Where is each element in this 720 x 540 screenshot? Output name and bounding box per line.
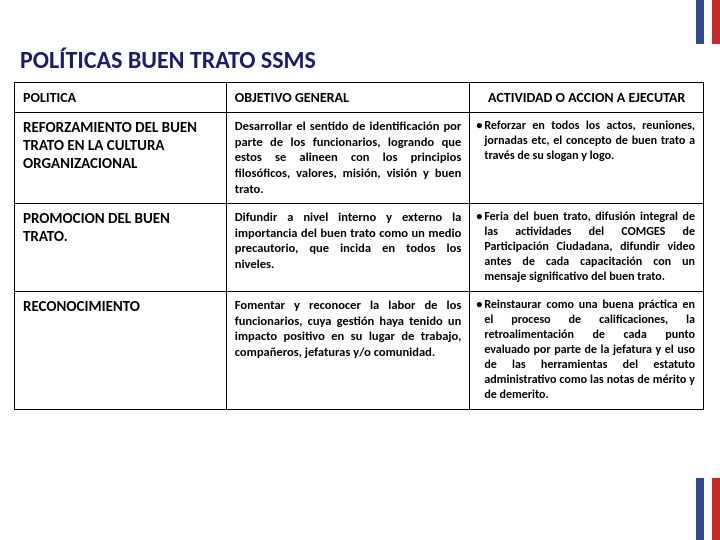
cell-objetivo: Desarrollar el sentido de identificación… (226, 113, 470, 204)
policy-table: POLITICA OBJETIVO GENERAL ACTIVIDAD O AC… (14, 82, 704, 410)
table-header-row: POLITICA OBJETIVO GENERAL ACTIVIDAD O AC… (15, 83, 704, 113)
cell-accion: •Feria del buen trato, difusión integral… (470, 204, 704, 292)
col-header-objetivo: OBJETIVO GENERAL (226, 83, 470, 113)
bullet-icon: • (474, 119, 484, 134)
bullet-icon: • (474, 298, 484, 313)
cell-objetivo: Difundir a nivel interno y externo la im… (226, 204, 470, 292)
flag-stripe-top (696, 0, 720, 44)
cell-politica: REFORZAMIENTO DEL BUEN TRATO EN LA CULTU… (15, 113, 227, 204)
col-header-accion: ACTIVIDAD O ACCION A EJECUTAR (470, 83, 704, 113)
cell-accion: •Reinstaurar como una buena práctica en … (470, 292, 704, 410)
flag-stripe-bottom (696, 478, 720, 540)
slide-title: POLÍTICAS BUEN TRATO SSMS (20, 46, 316, 75)
cell-politica: RECONOCIMIENTO (15, 292, 227, 410)
table-row: PROMOCION DEL BUEN TRATO.Difundir a nive… (15, 204, 704, 292)
bullet-icon: • (474, 210, 484, 225)
cell-objetivo: Fomentar y reconocer la labor de los fun… (226, 292, 470, 410)
cell-accion-text: Reinstaurar como una buena práctica en e… (484, 298, 695, 403)
cell-accion-text: Reforzar en todos los actos, reuniones, … (484, 119, 695, 164)
table-row: RECONOCIMIENTOFomentar y reconocer la la… (15, 292, 704, 410)
cell-accion: •Reforzar en todos los actos, reuniones,… (470, 113, 704, 204)
cell-politica: PROMOCION DEL BUEN TRATO. (15, 204, 227, 292)
col-header-politica: POLITICA (15, 83, 227, 113)
cell-accion-text: Feria del buen trato, difusión integral … (484, 210, 695, 285)
table-row: REFORZAMIENTO DEL BUEN TRATO EN LA CULTU… (15, 113, 704, 204)
